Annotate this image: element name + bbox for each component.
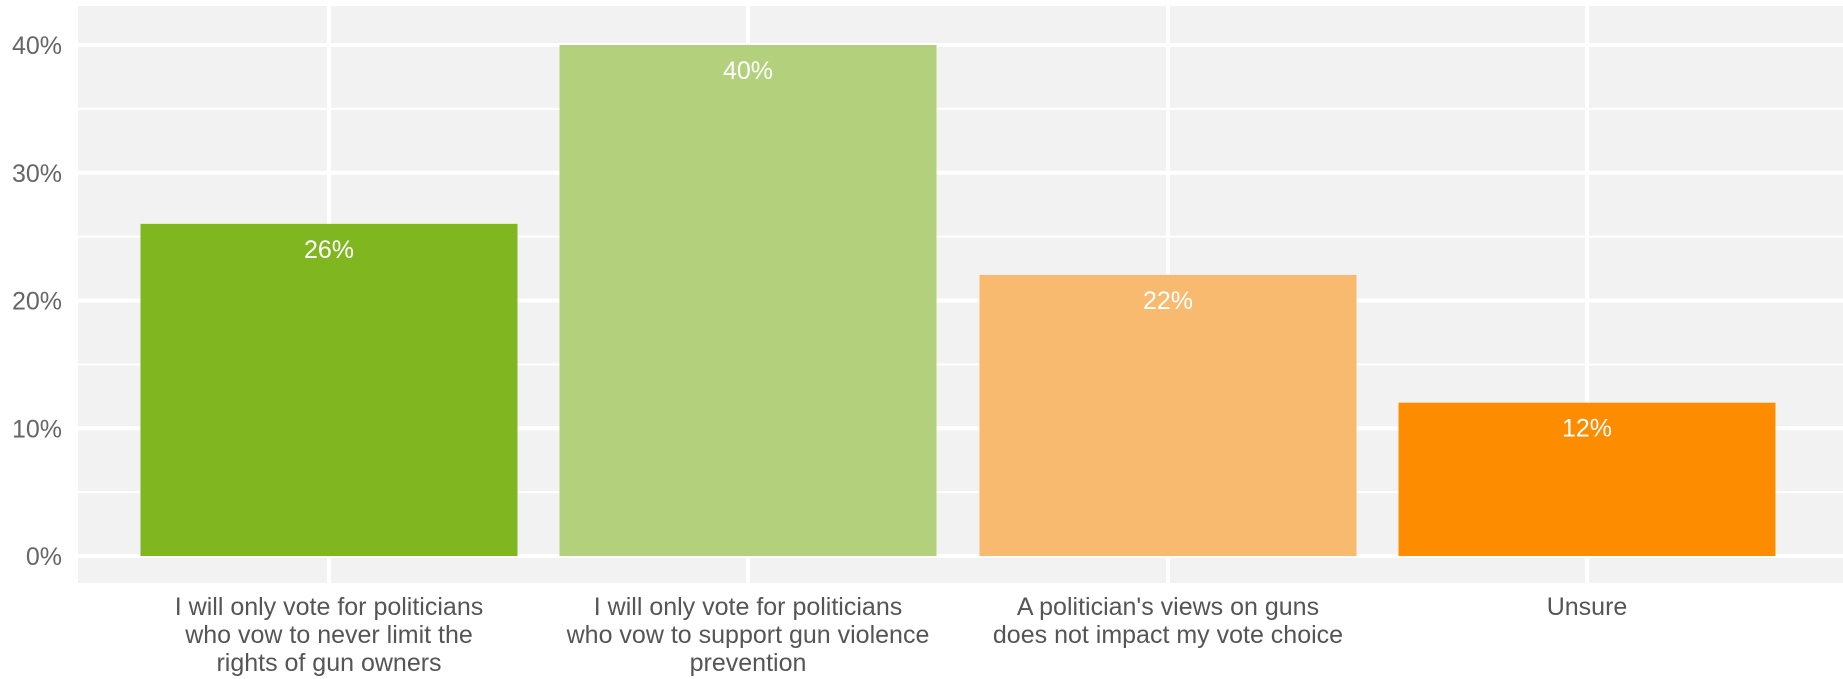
x-category-label-line: who vow to support gun violence: [566, 621, 930, 649]
bar-data-label: 12%: [1562, 415, 1612, 443]
y-tick-label: 40%: [12, 32, 62, 60]
bar: [979, 274, 1357, 556]
x-category-label-line: does not impact my vote choice: [993, 621, 1343, 649]
x-category-label-line: A politician's views on guns: [1017, 593, 1319, 621]
bar: [140, 223, 518, 556]
y-tick-label: 10%: [12, 415, 62, 443]
bar-data-label: 22%: [1143, 287, 1193, 315]
x-category-label: A politician's views on guns does not imp…: [993, 593, 1343, 649]
x-category-label-line: who vow to never limit the: [184, 621, 473, 649]
bar-data-label: 40%: [723, 57, 773, 85]
data-label-layer: 26% 40% 22% 12%: [304, 57, 1612, 443]
x-category-label: I will only vote for politicians who vow …: [566, 593, 930, 677]
x-category-label: I will only vote for politicians who vow …: [175, 593, 483, 677]
x-category-label-line: I will only vote for politicians: [594, 593, 902, 621]
y-tick-label: 20%: [12, 288, 62, 316]
x-category-label-line: Unsure: [1547, 593, 1628, 621]
y-tick-label: 0%: [26, 543, 62, 571]
x-category-label-line: I will only vote for politicians: [175, 593, 483, 621]
y-tick-label: 30%: [12, 160, 62, 188]
bar-layer: [140, 45, 1776, 556]
bar: [1398, 402, 1776, 556]
bar-data-label: 26%: [304, 236, 354, 264]
x-category-label-line: rights of gun owners: [216, 649, 441, 677]
x-category-label-line: prevention: [690, 649, 807, 677]
y-axis-ticks: 0% 10% 20% 30% 40%: [12, 32, 62, 571]
x-axis-categories: I will only vote for politicians who vow …: [175, 593, 1628, 677]
x-category-label: Unsure: [1547, 593, 1628, 621]
bar: [559, 45, 937, 556]
